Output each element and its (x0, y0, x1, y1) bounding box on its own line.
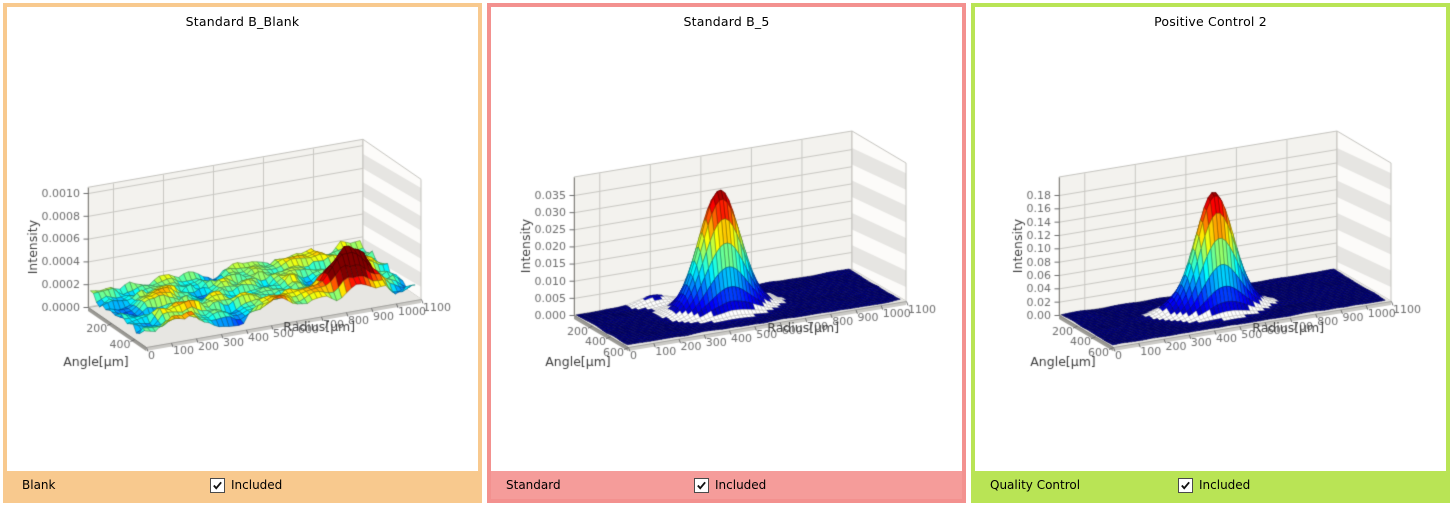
sample-panel-quality-control: Positive Control 2 Quality Control Inclu… (971, 3, 1450, 503)
panel-footer: Standard Included (491, 471, 962, 499)
surface-plot-canvas-standard[interactable] (491, 7, 962, 471)
checkbox-checked-icon[interactable] (1178, 477, 1193, 493)
surface-plot-canvas-qc[interactable] (975, 7, 1446, 471)
panel-title: Standard B_5 (683, 14, 770, 29)
category-label: Quality Control (990, 478, 1081, 492)
panel-footer: Blank Included (7, 471, 478, 499)
included-label: Included (231, 478, 283, 492)
surface-plot-canvas-blank[interactable] (7, 7, 478, 471)
sample-panel-standard: Standard B_5 Standard Included (487, 3, 966, 503)
category-label: Blank (22, 478, 56, 492)
included-checkbox-row[interactable]: Included (694, 477, 767, 493)
included-label: Included (1199, 478, 1251, 492)
checkbox-checked-icon[interactable] (210, 477, 225, 493)
included-checkbox-row[interactable]: Included (1178, 477, 1251, 493)
checkbox-checked-icon[interactable] (694, 477, 709, 493)
panel-title: Positive Control 2 (1154, 14, 1267, 29)
included-label: Included (715, 478, 767, 492)
included-checkbox-row[interactable]: Included (210, 477, 283, 493)
category-label: Standard (506, 478, 561, 492)
sample-panel-blank: Standard B_Blank Blank Included (3, 3, 482, 503)
panel-title: Standard B_Blank (185, 14, 300, 29)
panel-footer: Quality Control Included (975, 471, 1446, 499)
